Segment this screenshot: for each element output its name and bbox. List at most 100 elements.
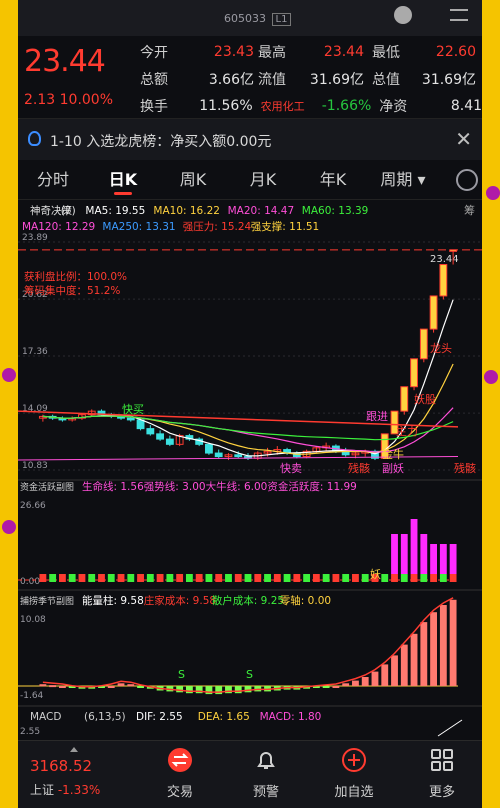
sub1-bar [371,574,379,582]
candle-body [156,433,165,440]
sub2-legend-item: 零轴: 0.00 [280,594,331,607]
sub2-title: 捕捞季节副图 [20,595,74,607]
candle-body [146,428,155,435]
sub2-bar [59,686,66,688]
sub3-legend-item: MACD: 1.80 [260,711,322,723]
main-legend-item: MA5: 19.55 [85,205,145,217]
sub2-bar [352,680,359,686]
main-legend-item: MA60: 13.39 [302,205,369,217]
nav-more[interactable]: 更多 [402,745,482,800]
axis-label: 26.66 [20,501,46,511]
amount-label: 总额 [140,71,168,88]
sub2-bar [449,599,457,686]
last-price-label: 23.44 [430,254,459,265]
chart-area[interactable]: 神奇决策 (7) MA5: 19.55 MA10: 16.22 MA20: 14.47 M… [18,200,482,740]
sub2-bar [215,686,223,695]
sub2-bar [439,605,447,686]
sub3-legend-item: DEA: 1.65 [198,711,250,723]
turnover-label: 换手 [140,98,168,115]
index-label[interactable]: 上证 -1.33% [30,781,100,798]
sector-name[interactable]: 农用化工 [260,99,305,113]
ma-line [42,363,454,455]
sub3-params: (6,13,5) [84,711,126,723]
menu-icon[interactable] [450,9,468,21]
ma-line [42,415,454,441]
main-legend-item: (7) [61,205,76,217]
candle-body [126,417,135,421]
tab-weekly[interactable]: 周K [179,170,207,189]
period-tabs: 分时 日K 周K 月K 年K 周期 ▾ [18,160,482,200]
nav-alert[interactable]: 预警 [226,745,306,800]
nav-add-watch[interactable]: 加自选 [314,745,394,800]
sub1-bar [312,574,320,582]
chip-icon: 筹 [464,203,475,217]
sub3-title: MACD [30,711,61,723]
sub2-bar [68,686,76,688]
right-decoration [482,0,500,808]
axis-label: 14.09 [22,404,48,414]
sub1-bar [166,574,174,582]
nav-trade[interactable]: 交易 [140,745,220,800]
signal-label: 残骸 [348,461,370,475]
index-change: -1.33% [57,783,101,797]
ma120-line [18,456,459,461]
main-legend-item: MA20: 14.47 [228,205,295,217]
float-value: 31.69亿 [309,71,364,88]
sub2-bar [361,677,369,686]
tab-period[interactable]: 周期 ▾ [380,170,426,189]
sub2-bar [127,684,135,687]
stock-code: 605033 L1 [224,12,292,26]
candle-body [380,433,389,459]
low-label: 最低 [372,44,400,61]
kline-chart[interactable]: 神奇决策(7) MA5: 19.55 MA10: 16.22 MA20: 14.47 M… [18,200,482,740]
close-icon[interactable]: ✕ [455,127,472,151]
open-label: 今开 [140,44,168,61]
sub1-tag: 妖 [370,567,381,581]
candle-body [400,386,409,412]
sub2-bar [39,684,47,687]
settings-icon[interactable] [456,169,478,191]
tab-intraday[interactable]: 分时 [36,170,69,189]
profit-ratio: 获利盘比例：100.0% [24,270,127,283]
quote-row: 今开 23.43 最高 23.44 最低 22.60 [140,38,482,65]
sub1-bar [78,574,86,582]
search-icon[interactable] [394,6,412,24]
sub1-bar [107,574,115,582]
net-asset-value: 8.41 [450,97,482,114]
sub1-legend-item: 生命线: 1.56 [82,480,144,493]
candle-body [165,438,174,445]
notice-text[interactable]: 1-10 入选龙虎榜：净买入额0.00元 [50,134,272,150]
sub2-bar [185,686,193,694]
tab-period-label: 周期 [380,170,413,189]
signal-label: 主力 [396,425,418,438]
tab-monthly[interactable]: 月K [249,170,277,189]
concentration: 筹码集中度：51.2% [24,284,120,297]
candle-body [429,295,438,330]
main-legend-item: 强压力: 15.24 [183,220,252,233]
add-circle-icon [342,748,366,772]
axis-label: 20.62 [22,290,48,300]
sub2-bar [381,664,389,686]
sub1-legend-item: 资金活跃度: 11.99 [267,480,356,493]
bell-icon [257,752,275,769]
sub2-bar [176,686,184,693]
notice-bar[interactable]: 1-10 入选龙虎榜：净买入额0.00元 ✕ [18,118,482,160]
expand-icon[interactable] [70,747,78,752]
sub1-bar [234,574,242,582]
sub2-bar [400,644,408,686]
candle-body [439,264,448,297]
tab-yearly[interactable]: 年K [319,170,347,189]
signal-label: 快买 [122,403,144,416]
tab-daily[interactable]: 日K [88,160,158,199]
index-value[interactable]: 3168.52 [30,757,93,775]
sub1-legend-item: 大牛线: 6.00 [206,480,268,493]
sub1-legend-item: 强势线: 3.00 [144,480,206,493]
candle-body [390,410,399,435]
axis-label: 10.83 [22,461,48,471]
float-label: 流值 [258,71,286,88]
nav-trade-label: 交易 [166,785,193,800]
sub2-legend-item: 庄家成本: 9.58 [144,594,216,607]
price-change: 2.13 10.00% [24,92,113,108]
main-legend-item: MA250: 13.31 [102,221,175,233]
sub2-bar [322,686,330,688]
